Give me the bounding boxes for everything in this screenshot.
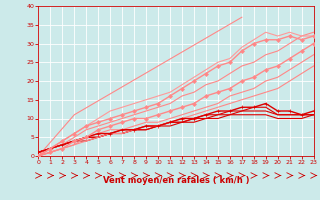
X-axis label: Vent moyen/en rafales ( km/h ): Vent moyen/en rafales ( km/h ) bbox=[103, 176, 249, 185]
